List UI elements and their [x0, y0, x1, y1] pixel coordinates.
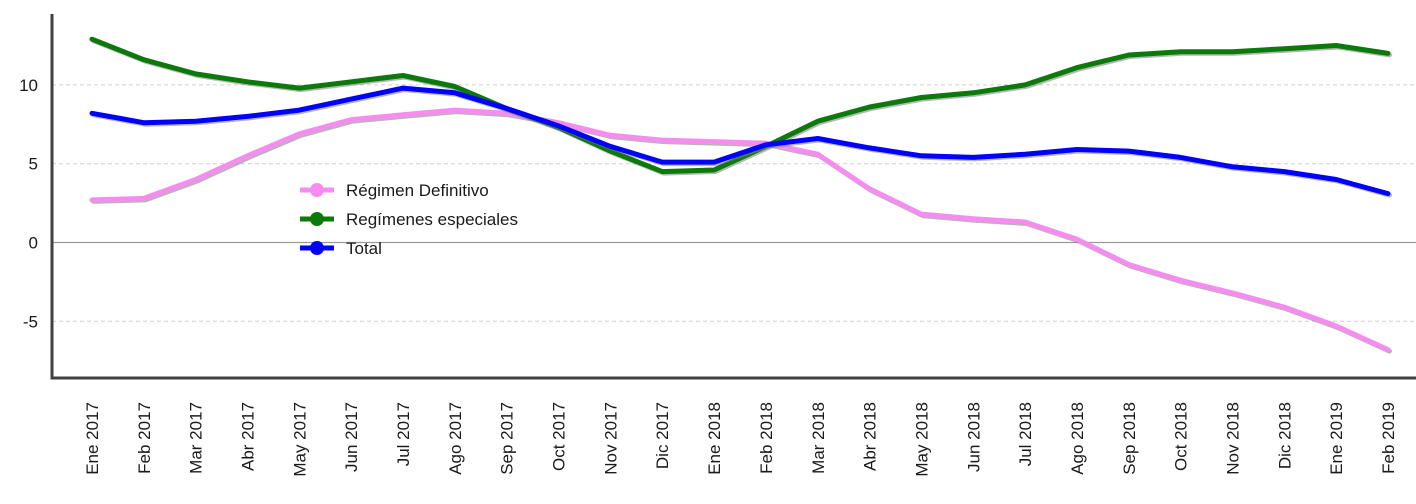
x-tick-label: Jun 2017: [342, 402, 361, 472]
y-tick-labels: -5 0 5 10: [19, 76, 38, 331]
x-tick-label: Oct 2018: [1172, 402, 1191, 471]
x-tick-labels: Ene 2017 Feb 2017 Mar 2017 Abr 2017 May 2017…: [83, 402, 1398, 477]
x-tick-label: Sep 2017: [498, 402, 517, 475]
x-tick-label: Jul 2018: [1016, 402, 1035, 466]
legend-label: Total: [346, 239, 382, 258]
x-tick-label: Dic 2017: [653, 402, 672, 469]
legend-marker: [310, 241, 324, 255]
series-line-regimenes-especiales: [89, 36, 1391, 175]
x-tick-label: Feb 2019: [1379, 402, 1398, 474]
x-tick-label: Jul 2017: [394, 402, 413, 466]
legend-label: Régimen Definitivo: [346, 181, 489, 200]
series-line-total: [89, 85, 1391, 197]
x-tick-label: Ene 2018: [705, 402, 724, 475]
x-tick-label: Ene 2019: [1327, 402, 1346, 475]
y-tick-label: -5: [23, 312, 38, 331]
x-tick-label: May 2018: [912, 402, 931, 477]
x-tick-label: Jun 2018: [964, 402, 983, 472]
y-tick-label: 5: [29, 155, 38, 174]
x-tick-label: Abr 2017: [239, 402, 258, 471]
legend: Régimen Definitivo Regímenes especiales To…: [300, 181, 518, 258]
y-tick-label: 0: [29, 233, 38, 252]
x-tick-label: Feb 2018: [757, 402, 776, 474]
legend-item-regimenes-especiales: Regímenes especiales: [300, 210, 518, 229]
x-tick-label: Mar 2018: [809, 402, 828, 474]
x-tick-label: Dic 2018: [1275, 402, 1294, 469]
x-tick-label: May 2017: [290, 402, 309, 477]
legend-item-total: Total: [300, 239, 382, 258]
x-tick-label: Ago 2017: [446, 402, 465, 475]
x-tick-label: Abr 2018: [861, 402, 880, 471]
series-lines: [89, 36, 1392, 354]
x-tick-label: Nov 2017: [601, 402, 620, 475]
series-line-regimen-definitivo: [89, 107, 1391, 353]
series-shadow-regimen-definitivo: [91, 109, 1392, 354]
x-tick-label: Mar 2017: [187, 402, 206, 474]
legend-item-regimen-definitivo: Régimen Definitivo: [300, 181, 489, 200]
x-tick-label: Nov 2018: [1223, 402, 1242, 475]
legend-marker: [310, 183, 324, 197]
legend-marker: [310, 212, 324, 226]
y-tick-label: 10: [19, 76, 38, 95]
x-tick-label: Ene 2017: [83, 402, 102, 475]
x-tick-label: Sep 2018: [1120, 402, 1139, 475]
x-tick-label: Feb 2017: [135, 402, 154, 474]
axes: [50, 14, 1416, 380]
x-tick-label: Oct 2017: [550, 402, 569, 471]
x-tick-label: Ago 2018: [1068, 402, 1087, 475]
legend-label: Regímenes especiales: [346, 210, 518, 229]
